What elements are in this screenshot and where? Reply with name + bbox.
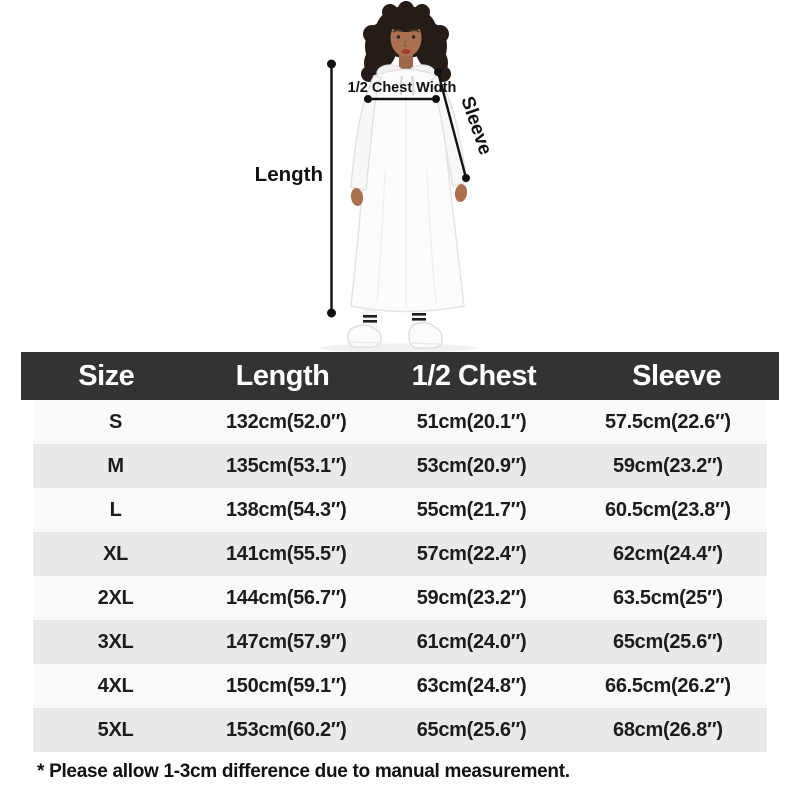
- size-table-header: Size Length 1/2 Chest Sleeve: [21, 352, 779, 400]
- hands: [350, 184, 468, 206]
- chest-arrow: [364, 95, 440, 103]
- measurement-note: * Please allow 1-3cm difference due to m…: [37, 761, 570, 782]
- cell-size: S: [109, 410, 123, 433]
- cell-size: XL: [103, 542, 129, 565]
- cell-length: 147cm(57.9″): [225, 630, 347, 653]
- cell-chest: 57cm(22.4″): [416, 542, 527, 565]
- cell-size: 2XL: [97, 586, 134, 609]
- hood-drawstrings: [399, 75, 415, 96]
- cell-size: M: [107, 454, 124, 477]
- cell-sleeve: 66.5cm(26.2″): [605, 674, 731, 697]
- cell-sleeve: 57.5cm(22.6″): [605, 410, 731, 433]
- model-face: [388, 14, 424, 71]
- cell-chest: 63cm(24.8″): [416, 674, 527, 697]
- table-row-5xl: 5XL 153cm(60.2″) 65cm(25.6″) 68cm(26.8″): [33, 708, 767, 752]
- length-label: Length: [255, 163, 323, 186]
- cell-chest: 51cm(20.1″): [416, 410, 527, 433]
- header-size: Size: [78, 359, 135, 392]
- sneakers: [347, 321, 443, 349]
- dress-folds: [376, 92, 437, 308]
- cell-chest: 55cm(21.7″): [416, 498, 527, 521]
- cell-chest: 53cm(20.9″): [416, 454, 527, 477]
- cell-length: 132cm(52.0″): [225, 410, 347, 433]
- right-sleeve: [430, 75, 468, 187]
- table-row-2xl: 2XL 144cm(56.7″) 59cm(23.2″) 63.5cm(25″): [33, 576, 767, 620]
- cell-sleeve: 68cm(26.8″): [613, 718, 723, 741]
- cell-chest: 59cm(23.2″): [416, 586, 527, 609]
- chest-label: 1/2 Chest Width: [348, 80, 457, 96]
- product-photo: Length 1/2 Chest Width Sleeve: [0, 0, 800, 353]
- left-sleeve: [350, 75, 382, 191]
- cell-size: 3XL: [97, 630, 134, 653]
- table-row-l: L 138cm(54.3″) 55cm(21.7″) 60.5cm(23.8″): [33, 488, 767, 532]
- cell-size: L: [109, 498, 122, 521]
- cell-sleeve: 65cm(25.6″): [613, 630, 723, 653]
- header-length: Length: [235, 359, 330, 392]
- cell-length: 150cm(59.1″): [225, 674, 347, 697]
- hair-fringe: [388, 14, 424, 32]
- cell-length: 144cm(56.7″): [225, 586, 347, 609]
- cell-length: 135cm(53.1″): [225, 454, 347, 477]
- table-row-m: M 135cm(53.1″) 53cm(20.9″) 59cm(23.2″): [33, 444, 767, 488]
- cell-sleeve: 63.5cm(25″): [613, 586, 723, 609]
- cell-length: 138cm(54.3″): [225, 498, 347, 521]
- size-table-body: S 132cm(52.0″) 51cm(20.1″) 57.5cm(22.6″)…: [33, 400, 767, 752]
- table-row-3xl: 3XL 147cm(57.9″) 61cm(24.0″) 65cm(25.6″): [33, 620, 767, 664]
- cell-length: 141cm(55.5″): [225, 542, 347, 565]
- header-chest: 1/2 Chest: [411, 359, 537, 392]
- cell-chest: 61cm(24.0″): [416, 630, 527, 653]
- table-row-s: S 132cm(52.0″) 51cm(20.1″) 57.5cm(22.6″): [33, 400, 767, 444]
- table-row-4xl: 4XL 150cm(59.1″) 63cm(24.8″) 66.5cm(26.2…: [33, 664, 767, 708]
- cell-sleeve: 62cm(24.4″): [613, 542, 723, 565]
- cell-sleeve: 60.5cm(23.8″): [605, 498, 731, 521]
- model-illustration: Length 1/2 Chest Width Sleeve: [255, 1, 496, 353]
- cell-chest: 65cm(25.6″): [416, 718, 527, 741]
- header-sleeve: Sleeve: [632, 359, 722, 392]
- table-row-xl: XL 141cm(55.5″) 57cm(22.4″) 62cm(24.4″): [33, 532, 767, 576]
- length-arrow: [327, 59, 336, 318]
- cell-sleeve: 59cm(23.2″): [613, 454, 723, 477]
- cell-size: 5XL: [97, 718, 134, 741]
- cell-size: 4XL: [97, 674, 134, 697]
- sleeve-arrow: [434, 68, 470, 182]
- cell-length: 153cm(60.2″): [225, 718, 347, 741]
